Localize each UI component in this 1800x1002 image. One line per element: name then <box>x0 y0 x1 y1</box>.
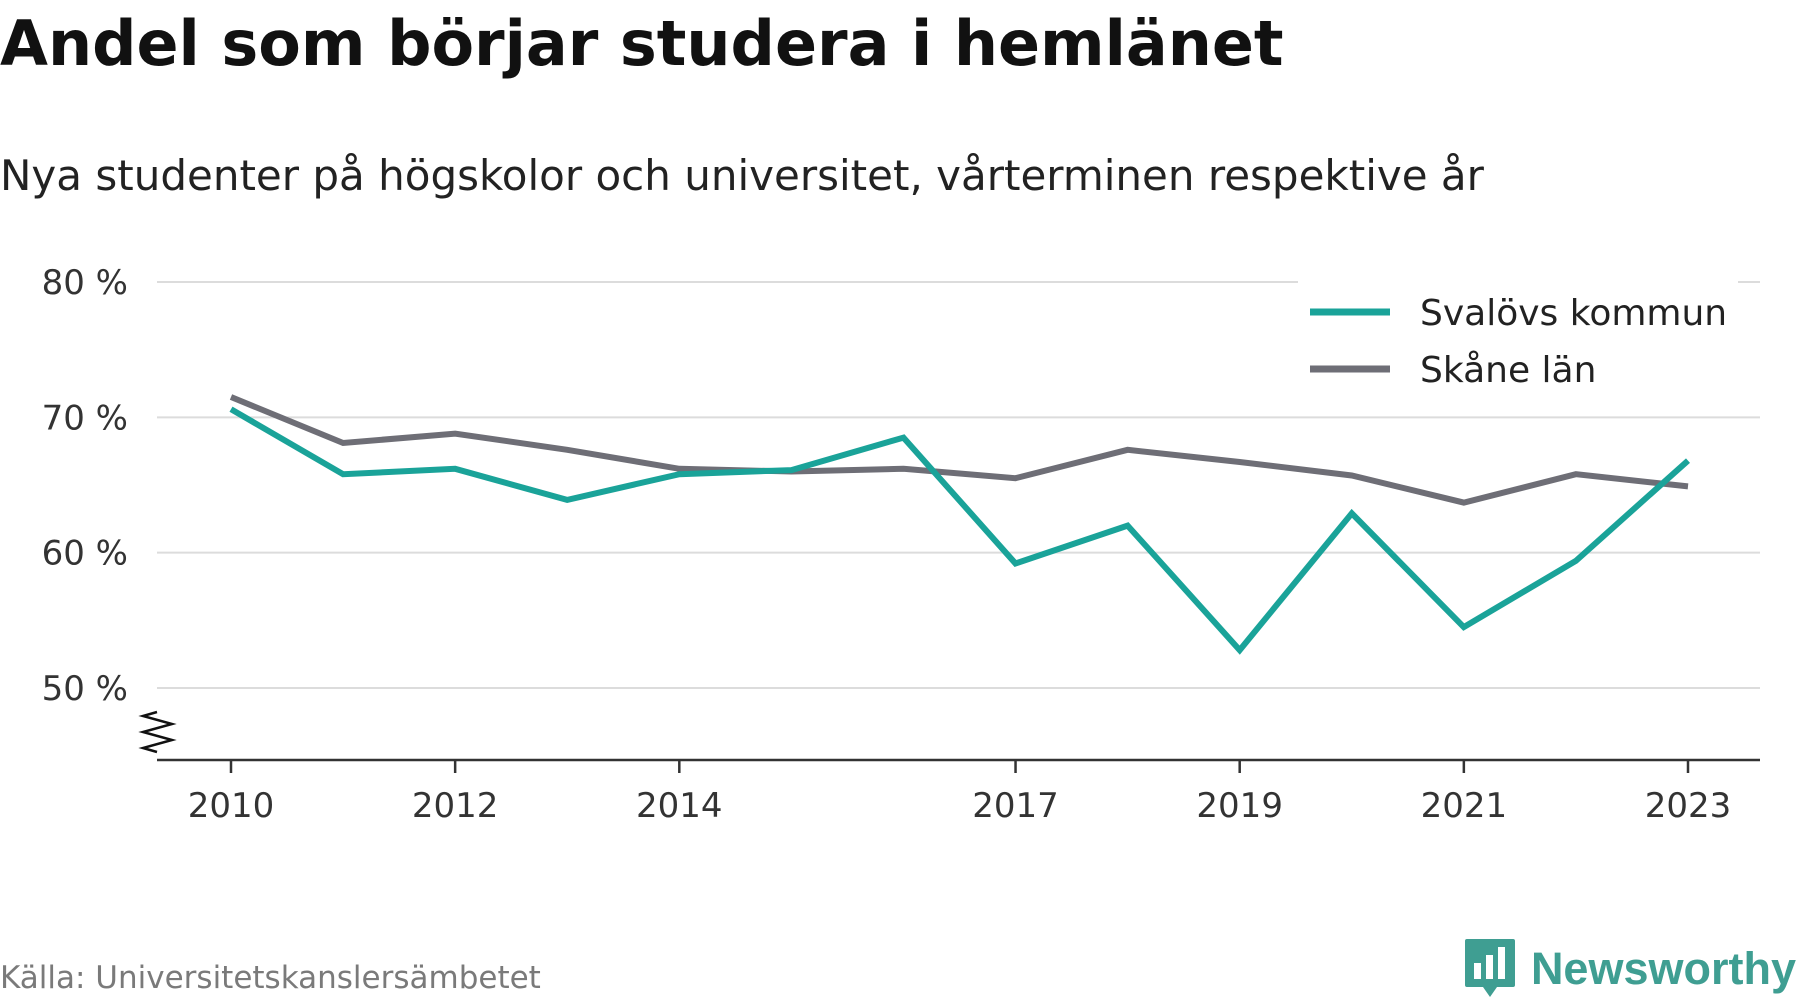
x-tick-label: 2012 <box>412 786 499 826</box>
chart-subtitle: Nya studenter på högskolor och universit… <box>0 151 1484 200</box>
y-tick-label: 60 % <box>42 534 128 574</box>
x-tick-label: 2014 <box>636 786 723 826</box>
legend-background <box>1298 280 1738 402</box>
x-tick-label: 2023 <box>1645 786 1732 826</box>
x-tick-label: 2017 <box>972 786 1059 826</box>
x-tick-label: 2010 <box>188 786 275 826</box>
series-lines <box>229 394 1690 655</box>
series-line-2 <box>229 394 1689 506</box>
axes: 50 % 60 % 70 % 80 % 2010 2012 2014 2017 2019 2021… <box>42 263 1760 826</box>
y-tick-label: 80 % <box>42 263 128 303</box>
x-tick-label: 2021 <box>1421 786 1508 826</box>
x-tick-label: 2019 <box>1196 786 1283 826</box>
series-line-1 <box>229 406 1690 655</box>
source-note: Källa: Universitetskanslersämbetet <box>0 960 541 996</box>
legend-label: Svalövs kommun <box>1420 293 1727 334</box>
y-tick-label: 70 % <box>42 398 128 438</box>
y-tick-label: 50 % <box>42 669 128 709</box>
legend: Svalövs kommun Skåne län <box>1298 280 1738 402</box>
chart-title: Andel som börjar studera i hemlänet <box>0 7 1284 80</box>
bar-chart-speech-bubble-icon <box>1464 939 1515 997</box>
brand-name: Newsworthy <box>1530 943 1796 994</box>
legend-label: Skåne län <box>1420 350 1596 391</box>
brand-logo: Newsworthy <box>1463 936 1796 1002</box>
axis-break-icon <box>138 710 177 754</box>
